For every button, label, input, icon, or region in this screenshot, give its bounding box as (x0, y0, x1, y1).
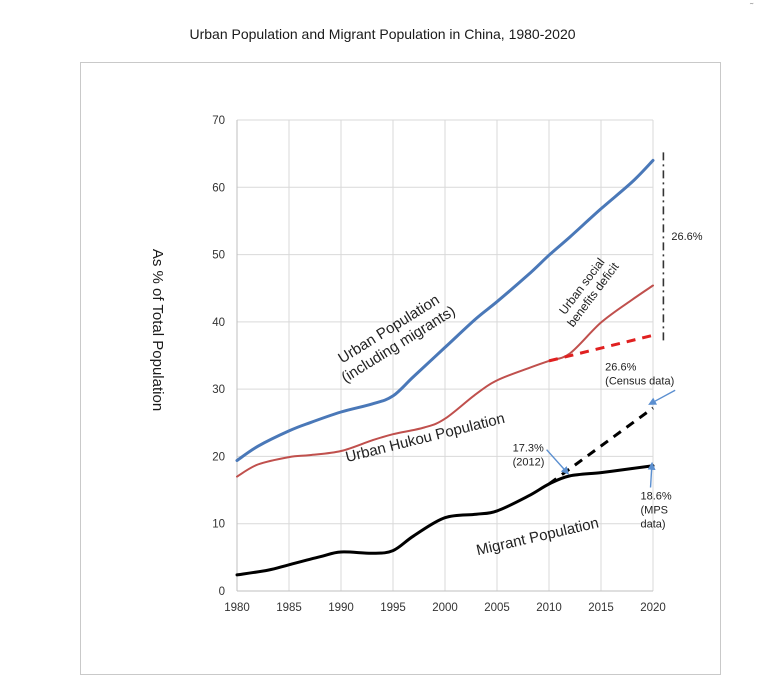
y-tick-label: 70 (212, 115, 225, 127)
y-axis-label: As % of Total Population (149, 249, 166, 411)
census-annotation: 26.6% (Census data) (605, 361, 676, 405)
annotation-line: data) (641, 518, 666, 530)
annotation-arrow (648, 389, 676, 405)
y-tick-label: 60 (212, 182, 225, 194)
x-tick-label: 2000 (432, 602, 458, 614)
y-tick-label: 30 (212, 384, 225, 396)
grid-lines (236, 119, 654, 592)
deficit-bracket-label: 26.6% (671, 231, 702, 243)
annotation-arrow (647, 461, 656, 488)
chart-title: Urban Population and Migrant Population … (189, 26, 576, 42)
mps-annotation: 18.6% (MPS data) (641, 461, 672, 530)
urban-hukou-curve-label: Urban Hukou Population (344, 410, 507, 466)
annotation-line: 26.6% (605, 361, 636, 373)
y-tick-label: 40 (212, 317, 225, 329)
annotation-line: (Census data) (605, 375, 674, 387)
annotation-line: 18.6% (641, 490, 672, 502)
corner-mark: ˜ (750, 2, 754, 13)
urban-hukou-population-line (236, 284, 654, 478)
annotation-arrow (546, 449, 570, 475)
curve-label-line: Urban Hukou Population (344, 410, 507, 466)
annotation-line: (MPS (641, 504, 669, 516)
x-tick-label: 2020 (640, 602, 666, 614)
x-tick-label: 1980 (224, 602, 250, 614)
y-tick-label: 20 (212, 451, 225, 463)
annotation-line: (2012) (513, 457, 545, 469)
annotation-2012: 17.3% (2012) (513, 443, 570, 475)
axis-ticks: 0 10 20 30 40 50 60 70 1980 1985 1990 1995 2000 2005 2… (212, 115, 666, 614)
y-tick-label: 50 (212, 250, 225, 262)
annotations: 26.6% Urban Population(including migrants… (335, 152, 703, 559)
y-tick-label: 0 (219, 586, 225, 598)
migrant-population-curve-label: Migrant Population (475, 514, 601, 559)
x-tick-label: 1990 (328, 602, 354, 614)
x-tick-label: 1985 (276, 602, 302, 614)
curve-label-line: Migrant Population (475, 514, 601, 559)
x-tick-label: 2015 (588, 602, 614, 614)
migrant-population-line (235, 464, 655, 577)
urban-population-line (235, 158, 655, 462)
urban-population-curve-label: Urban Population(including migrants) (335, 291, 458, 386)
series-lines (235, 158, 655, 577)
annotation-line: 17.3% (513, 443, 544, 455)
chart-frame (80, 62, 721, 675)
hukou-projection-line (548, 333, 654, 363)
y-tick-label: 10 (212, 519, 225, 531)
x-tick-label: 2010 (536, 602, 562, 614)
x-tick-label: 2005 (484, 602, 510, 614)
x-tick-label: 1995 (380, 602, 406, 614)
